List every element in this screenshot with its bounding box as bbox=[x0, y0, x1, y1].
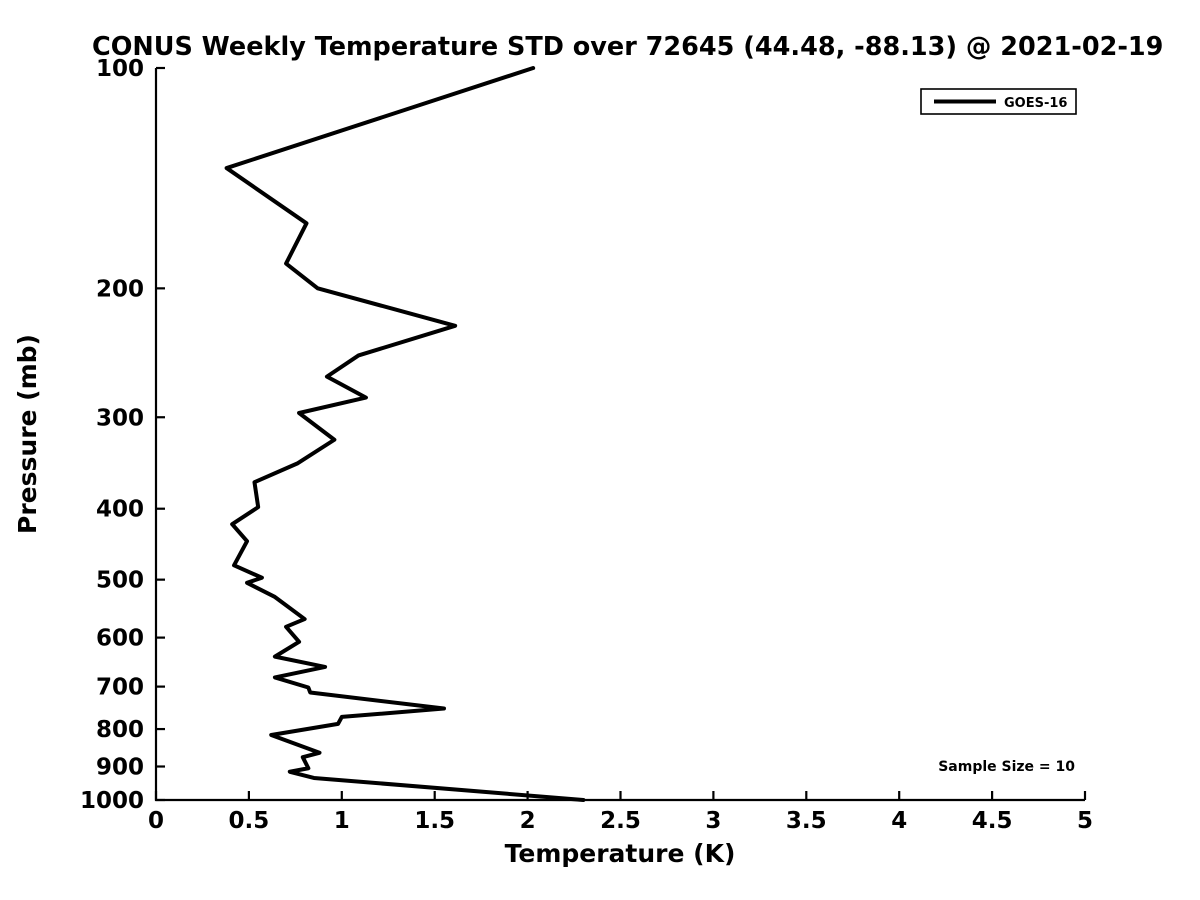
x-tick-label: 0 bbox=[148, 808, 164, 834]
x-tick-label: 4.5 bbox=[972, 808, 1013, 834]
page-title: CONUS Weekly Temperature STD over 72645 … bbox=[92, 32, 1163, 62]
sample-size-annotation: Sample Size = 10 bbox=[938, 759, 1075, 775]
legend[interactable]: GOES-16 bbox=[920, 88, 1077, 115]
x-tick-label: 2.5 bbox=[600, 808, 641, 834]
x-axis-ticks bbox=[154, 791, 1087, 800]
axes-frame bbox=[154, 68, 1085, 802]
y-axis-tick-labels: 100 200 300 400 500 600 700 800 900 1000 bbox=[80, 56, 144, 814]
y-tick-label: 800 bbox=[96, 717, 144, 743]
x-tick-label: 3 bbox=[705, 808, 721, 834]
legend-label-goes-16: GOES-16 bbox=[1004, 96, 1067, 111]
x-tick-label: 0.5 bbox=[229, 808, 270, 834]
y-tick-label: 1000 bbox=[80, 788, 144, 814]
y-tick-label: 700 bbox=[96, 675, 144, 701]
y-tick-label: 200 bbox=[96, 276, 144, 302]
x-tick-label: 3.5 bbox=[786, 808, 827, 834]
x-tick-label: 5 bbox=[1077, 808, 1093, 834]
x-tick-label: 1.5 bbox=[414, 808, 455, 834]
y-axis-ticks bbox=[156, 66, 165, 802]
y-tick-label: 100 bbox=[96, 56, 144, 82]
axes-spines bbox=[154, 68, 1085, 802]
x-tick-label: 1 bbox=[334, 808, 350, 834]
y-tick-label: 900 bbox=[96, 755, 144, 781]
x-tick-label: 2 bbox=[520, 808, 536, 834]
data-series-line-goes-16 bbox=[224, 66, 586, 802]
y-tick-label: 400 bbox=[96, 497, 144, 523]
x-axis-label: Temperature (K) bbox=[505, 839, 736, 868]
data-series-group bbox=[224, 66, 586, 802]
y-tick-label: 600 bbox=[96, 626, 144, 652]
y-tick-label: 300 bbox=[96, 405, 144, 431]
x-axis-tick-labels: 0 0.5 1 1.5 2 2.5 3 3.5 4 4.5 5 bbox=[148, 808, 1093, 834]
y-axis-label: Pressure (mb) bbox=[13, 334, 42, 534]
x-tick-label: 4 bbox=[891, 808, 907, 834]
y-tick-label: 500 bbox=[96, 568, 144, 594]
